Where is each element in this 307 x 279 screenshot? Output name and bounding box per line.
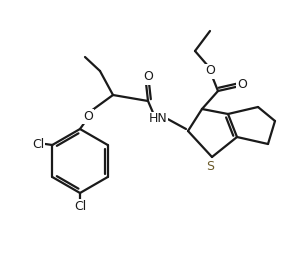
Text: O: O: [83, 109, 93, 122]
Text: O: O: [237, 78, 247, 90]
Text: HN: HN: [149, 112, 167, 126]
Text: Cl: Cl: [74, 199, 86, 213]
Text: S: S: [206, 160, 214, 174]
Text: Cl: Cl: [32, 138, 45, 150]
Text: O: O: [143, 71, 153, 83]
Text: O: O: [205, 64, 215, 78]
